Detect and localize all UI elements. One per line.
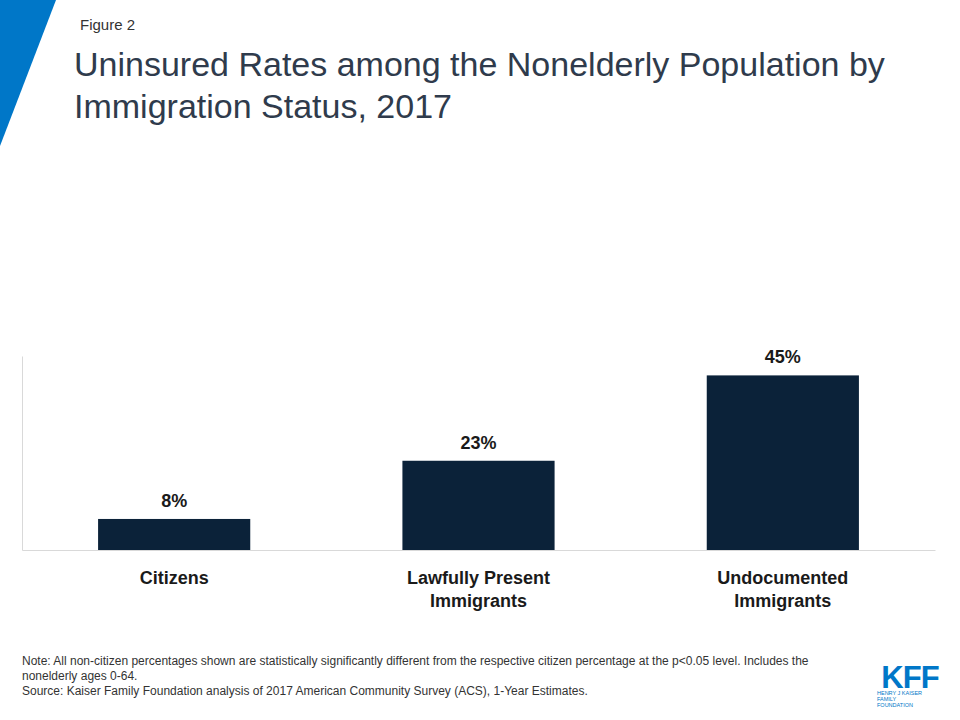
- bar: [707, 375, 859, 550]
- x-tick-label: Citizens: [140, 568, 209, 588]
- data-label: 8%: [161, 491, 187, 511]
- y-axis-line: [22, 357, 23, 551]
- x-axis-line: [23, 550, 936, 551]
- chart-title: Uninsured Rates among the Nonelderly Pop…: [74, 45, 885, 125]
- figure-label: Figure 2: [80, 16, 135, 33]
- data-label: 45%: [765, 347, 801, 367]
- bars: [98, 375, 859, 550]
- x-tick: Lawfully PresentImmigrants: [407, 568, 550, 611]
- x-tick: UndocumentedImmigrants: [717, 568, 848, 611]
- logo-subtext: HENRY J KAISERFAMILYFOUNDATION: [877, 690, 922, 708]
- bar: [402, 461, 554, 550]
- x-tick-label: UndocumentedImmigrants: [717, 568, 848, 611]
- y-axis: [22, 357, 23, 551]
- corner-accent: [0, 0, 56, 146]
- source: Source: Kaiser Family Foundation analysi…: [22, 684, 588, 698]
- data-label: 23%: [460, 433, 496, 453]
- data-labels: 8% 23% 45%: [161, 347, 801, 511]
- chart-canvas: Figure 2 Uninsured Rates among the Noneld…: [0, 0, 960, 720]
- x-axis: Citizens Lawfully PresentImmigrants Undocu…: [23, 551, 936, 612]
- note: Note: All non-citizen percentages shown …: [22, 654, 809, 683]
- x-tick-label: Lawfully PresentImmigrants: [407, 568, 550, 611]
- x-tick: Citizens: [140, 568, 209, 588]
- bar: [98, 519, 250, 550]
